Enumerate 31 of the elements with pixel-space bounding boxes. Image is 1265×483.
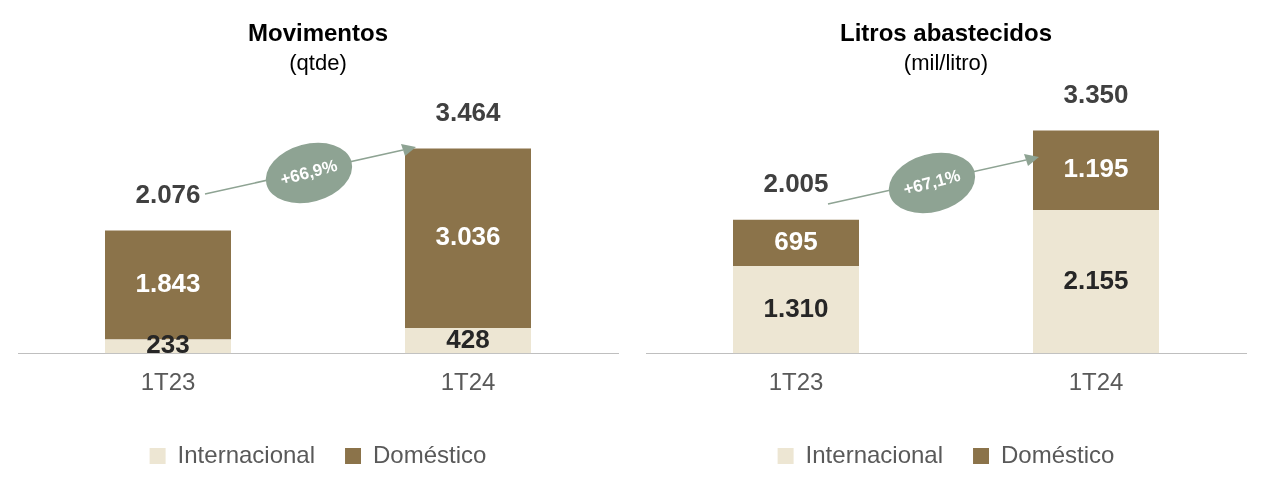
chart-subtitle: (mil/litro) [903, 50, 989, 76]
legend-label: Internacional [177, 440, 316, 468]
chart-title: Litros abastecidos [839, 19, 1053, 47]
x-tick-label: 1T24 [440, 368, 496, 396]
bar [733, 219, 859, 267]
data-label: 695 [774, 226, 818, 257]
total-label: 2.076 [135, 178, 201, 209]
x-tick-label: 1T23 [140, 368, 196, 396]
legend-label: Internacional [805, 440, 944, 468]
data-label: 233 [146, 329, 190, 360]
data-label: 428 [446, 323, 490, 354]
total-label: 2.005 [763, 168, 829, 199]
data-label: 2.155 [1063, 264, 1129, 295]
bar [733, 266, 859, 354]
bar [1033, 209, 1159, 354]
total-label: 3.464 [435, 96, 502, 127]
data-label: 1.843 [135, 268, 201, 299]
chart-subtitle: (qtde) [289, 50, 347, 76]
bar [405, 148, 531, 328]
data-label: 3.036 [435, 221, 501, 252]
annotation: +66,9% [278, 155, 340, 191]
x-tick-label: 1T24 [1068, 368, 1124, 396]
data-label: 1.195 [1063, 153, 1129, 184]
total-label: 3.350 [1063, 78, 1129, 109]
annotation: +67,1% [901, 165, 963, 201]
legend-label: Doméstico [1001, 440, 1115, 468]
chart-title: Movimentos [247, 19, 389, 47]
data-label: 1.310 [763, 292, 829, 323]
x-tick-label: 1T23 [768, 368, 824, 396]
legend-label: Doméstico [373, 440, 487, 468]
bar [1033, 130, 1159, 210]
